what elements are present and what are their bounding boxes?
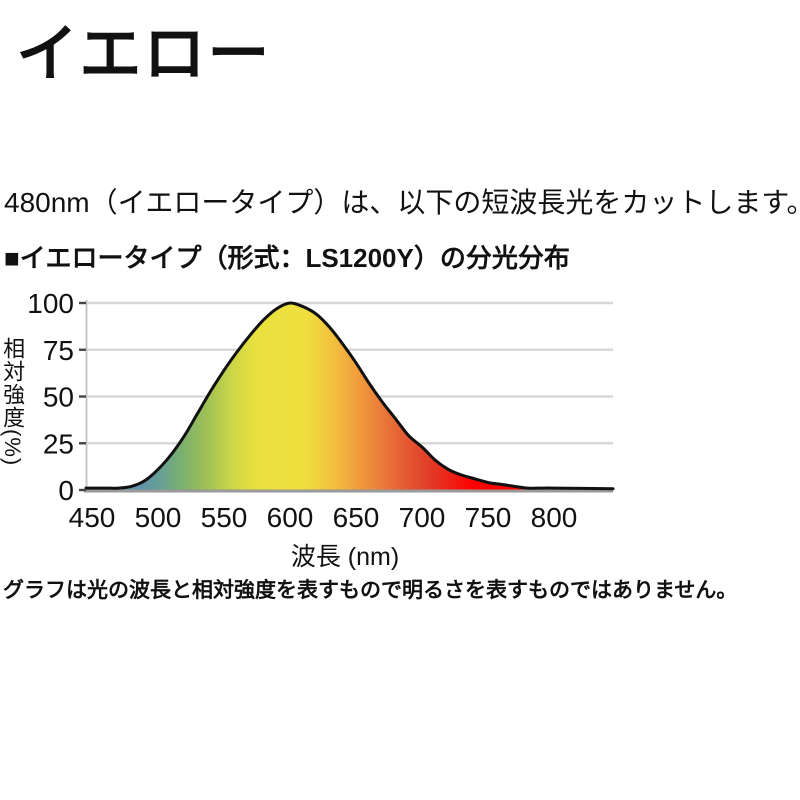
x-axis-title: 波長 (nm) bbox=[290, 543, 400, 571]
spectral-distribution-chart: 0 25 50 75 100 450 500 550 600 650 700 750 800 bbox=[27, 288, 615, 533]
x-tick-label: 550 bbox=[201, 502, 248, 533]
y-tick-label: 50 bbox=[43, 382, 74, 413]
description-text: 480nm（イエロータイプ）は、以下の短波長光をカットします。 bbox=[4, 187, 800, 218]
chart-heading: ■イエロータイプ（形式：LS1200Y）の分光分布 bbox=[4, 243, 570, 273]
y-tick-label: 100 bbox=[27, 288, 74, 319]
spectrum-area-fill bbox=[86, 302, 613, 490]
x-tick-label: 800 bbox=[531, 502, 578, 533]
x-tick-label: 450 bbox=[69, 502, 116, 533]
x-tick-labels: 450 500 550 600 650 700 750 800 bbox=[69, 502, 578, 533]
x-tick-label: 700 bbox=[399, 502, 446, 533]
spectrum-curve bbox=[84, 301, 615, 491]
y-tick-label: 0 bbox=[58, 475, 74, 506]
x-tick-label: 500 bbox=[135, 502, 182, 533]
y-tick-label: 25 bbox=[43, 428, 74, 459]
y-tick-labels: 0 25 50 75 100 bbox=[27, 288, 86, 506]
page-title: イエロー bbox=[16, 20, 272, 89]
y-tick-label: 75 bbox=[43, 335, 74, 366]
y-axis-title: 相対強度(%) bbox=[0, 337, 26, 467]
x-tick-label: 750 bbox=[465, 502, 512, 533]
footnote-text: グラフは光の波長と相対強度を表すもので明るさを表すものではありません。 bbox=[3, 579, 738, 602]
x-tick-label: 600 bbox=[267, 502, 314, 533]
x-tick-label: 650 bbox=[333, 502, 380, 533]
